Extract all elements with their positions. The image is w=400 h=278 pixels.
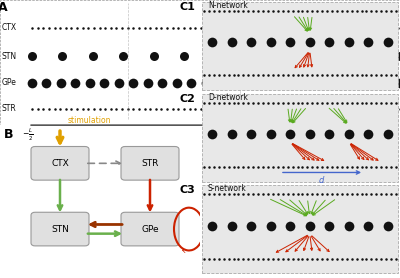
Text: $-\frac{L}{2}$: $-\frac{L}{2}$	[22, 126, 34, 143]
Text: ...: ...	[342, 52, 350, 61]
Text: CTX: CTX	[51, 159, 69, 168]
Text: $s^x$: $s^x$	[206, 113, 218, 124]
Text: D-network: D-network	[208, 93, 248, 102]
Text: N-network: N-network	[208, 1, 248, 10]
Text: S-network: S-network	[208, 184, 247, 193]
Text: GPe: GPe	[2, 78, 17, 87]
Text: ...: ...	[342, 104, 350, 113]
Text: C2: C2	[180, 94, 196, 104]
FancyBboxPatch shape	[31, 212, 89, 246]
FancyBboxPatch shape	[202, 2, 398, 90]
FancyBboxPatch shape	[121, 212, 179, 246]
Text: stimulation: stimulation	[68, 116, 112, 125]
Text: STR: STR	[2, 104, 17, 113]
Text: C1: C1	[180, 2, 196, 12]
FancyBboxPatch shape	[202, 94, 398, 182]
Text: $\frac{L}{2}$: $\frac{L}{2}$	[389, 126, 395, 143]
Text: A: A	[0, 1, 8, 14]
FancyBboxPatch shape	[121, 147, 179, 180]
FancyBboxPatch shape	[202, 185, 398, 273]
Text: B: B	[4, 128, 14, 141]
Text: ...: ...	[342, 23, 350, 32]
FancyBboxPatch shape	[31, 147, 89, 180]
Text: $d$: $d$	[318, 174, 326, 185]
Text: ...: ...	[342, 78, 350, 87]
Text: C3: C3	[180, 185, 196, 195]
Text: STN: STN	[51, 225, 69, 234]
Text: GPe: GPe	[141, 225, 159, 234]
Text: CTX: CTX	[2, 23, 17, 32]
Text: STN: STN	[2, 52, 17, 61]
Text: STR: STR	[141, 159, 159, 168]
